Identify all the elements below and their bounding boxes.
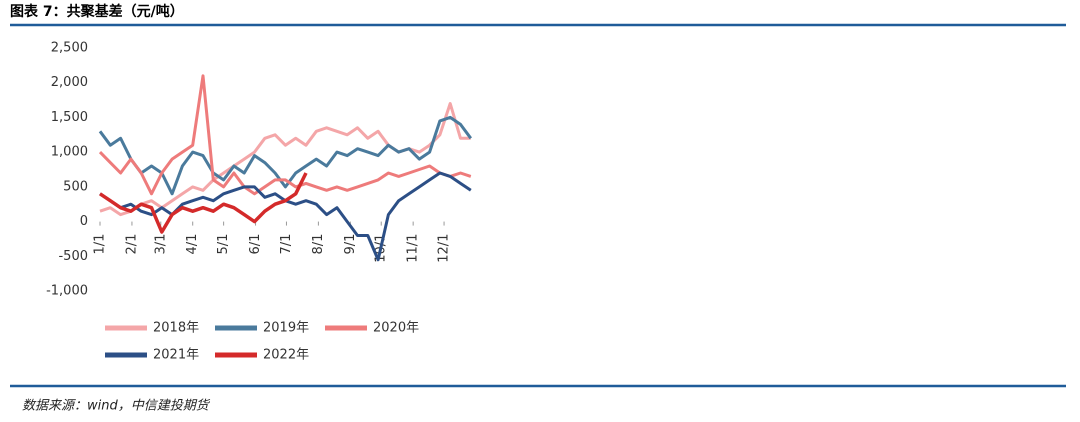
source-note: 数据来源：wind，中信建投期货 [22, 399, 211, 414]
legend-label: 2021年 [153, 348, 199, 363]
x-tick-label: 1/1 [93, 234, 108, 255]
y-tick-label: 1,500 [51, 110, 88, 125]
series-line [98, 74, 472, 196]
y-tick-label: 500 [63, 179, 88, 194]
legend-label: 2019年 [263, 321, 309, 336]
y-tick-label: -1,000 [46, 284, 88, 299]
x-tick-label: 4/1 [185, 234, 200, 255]
x-tick-label: 12/1 [437, 234, 452, 263]
y-tick-label: 1,000 [51, 145, 88, 160]
y-tick-label: -500 [58, 249, 88, 264]
x-tick-label: 2/1 [124, 234, 139, 255]
chart-title: 图表 7：共聚基差（元/吨） [10, 3, 184, 20]
y-tick-label: 0 [80, 214, 88, 229]
x-tick-label: 5/1 [216, 234, 231, 255]
y-tick-label: 2,000 [51, 75, 88, 90]
legend-label: 2018年 [153, 321, 199, 336]
series-line [99, 102, 471, 217]
legend-label: 2020年 [373, 321, 419, 336]
x-tick-label: 8/1 [311, 234, 326, 255]
x-tick-label: 3/1 [153, 234, 168, 255]
x-tick-label: 7/1 [279, 234, 294, 255]
x-tick-label: 6/1 [248, 234, 263, 255]
y-tick-label: 2,500 [51, 41, 88, 56]
x-tick-label: 11/1 [406, 234, 421, 263]
legend-label: 2022年 [263, 348, 309, 363]
x-tick-label: 9/1 [343, 234, 358, 255]
series-line [99, 172, 308, 234]
